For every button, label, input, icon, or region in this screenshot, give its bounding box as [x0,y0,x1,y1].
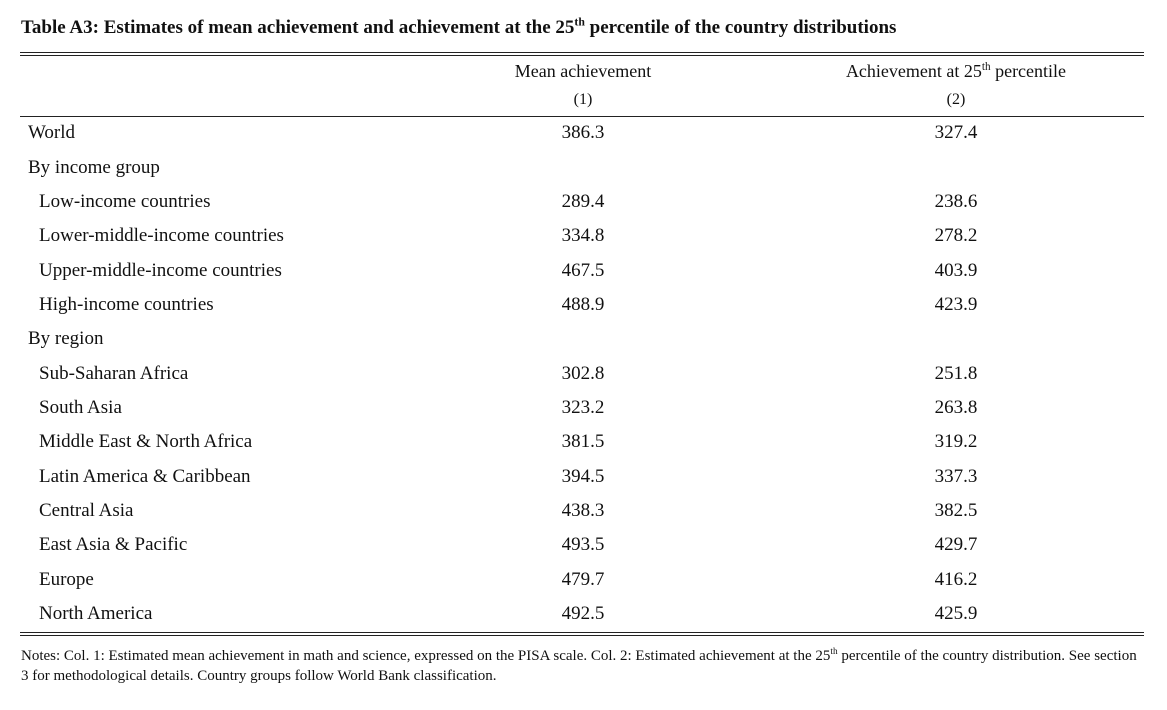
row-label: Central Asia [39,500,134,521]
bottom-rule-upper [20,632,1144,633]
row-label: Latin America & Caribbean [39,466,251,487]
top-rule-upper [20,52,1144,53]
table-row: High-income countries 488.9 423.9 [0,294,1167,324]
mean-value: 334.8 [561,225,605,246]
p25-value: 319.2 [934,431,978,452]
row-label: North America [39,603,153,624]
row-label: East Asia & Pacific [39,534,188,555]
table-row: East Asia & Pacific 493.5 429.7 [0,534,1167,564]
col2-header-text: Achievement at 25 [845,61,982,81]
row-label: High-income countries [39,294,214,315]
p25-value: 238.6 [934,191,978,212]
mean-value: 381.5 [561,431,605,452]
mean-value: 488.9 [561,294,605,315]
col2-header-superscript: th [981,61,991,73]
notes-text-end: percentile of the country distribution. … [21,648,1137,684]
p25-value: 429.7 [934,534,978,555]
p25-value: 278.2 [934,225,978,246]
table-row: Europe 479.7 416.2 [0,569,1167,599]
mean-value: 323.2 [561,397,605,418]
col1-header: Mean achievement [514,61,652,81]
row-label: World [28,122,76,143]
notes-text: Notes: Col. 1: Estimated mean achievemen… [21,648,831,664]
row-label: By income group [28,157,160,178]
row-label: By region [28,328,104,349]
row-label: Middle East & North Africa [39,431,253,452]
table-title-text-end: percentile of the country distributions [584,17,897,38]
table-notes: Notes: Col. 1: Estimated mean achievemen… [21,646,1146,686]
group-heading: By income group [0,157,1167,187]
mean-value: 492.5 [561,603,605,624]
table-row: Low-income countries 289.4 238.6 [0,191,1167,221]
table-row: Latin America & Caribbean 394.5 337.3 [0,466,1167,496]
table-title-superscript: th [574,15,585,29]
mean-value: 386.3 [561,122,605,143]
col2-header-text-end: percentile [990,61,1067,81]
mean-value: 394.5 [561,466,605,487]
row-label: Upper-middle-income countries [39,260,282,281]
row-label: South Asia [39,397,122,418]
mean-value: 289.4 [561,191,605,212]
bottom-rule-lower [20,635,1144,636]
col1-number: (1) [573,91,593,108]
p25-value: 416.2 [934,569,978,590]
row-label: Europe [39,569,94,590]
p25-value: 337.3 [934,466,978,487]
col2-header: Achievement at 25th percentile [770,61,1142,82]
row-label: Lower-middle-income countries [39,225,284,246]
p25-value: 327.4 [934,122,978,143]
mean-value: 479.7 [561,569,605,590]
row-label: Low-income countries [39,191,211,212]
mean-value: 467.5 [561,260,605,281]
row-label: Sub-Saharan Africa [39,363,189,384]
p25-value: 251.8 [934,363,978,384]
mean-value: 438.3 [561,500,605,521]
table-title: Table A3: Estimates of mean achievement … [21,15,897,39]
header-rule [20,116,1144,117]
notes-superscript: th [830,647,838,657]
p25-value: 263.8 [934,397,978,418]
table-row: Lower-middle-income countries 334.8 278.… [0,225,1167,255]
p25-value: 403.9 [934,260,978,281]
group-heading: By region [0,328,1167,358]
top-rule-lower [20,55,1144,56]
mean-value: 493.5 [561,534,605,555]
table-row: Sub-Saharan Africa 302.8 251.8 [0,363,1167,393]
table-row: North America 492.5 425.9 [0,603,1167,633]
col2-number: (2) [946,91,966,108]
table-row: World 386.3 327.4 [0,122,1167,152]
table-row: Central Asia 438.3 382.5 [0,500,1167,530]
table-title-text: Table A3: Estimates of mean achievement … [21,17,575,38]
table-row: Middle East & North Africa 381.5 319.2 [0,431,1167,461]
p25-value: 423.9 [934,294,978,315]
p25-value: 382.5 [934,500,978,521]
table-row: Upper-middle-income countries 467.5 403.… [0,260,1167,290]
p25-value: 425.9 [934,603,978,624]
table-row: South Asia 323.2 263.8 [0,397,1167,427]
mean-value: 302.8 [561,363,605,384]
